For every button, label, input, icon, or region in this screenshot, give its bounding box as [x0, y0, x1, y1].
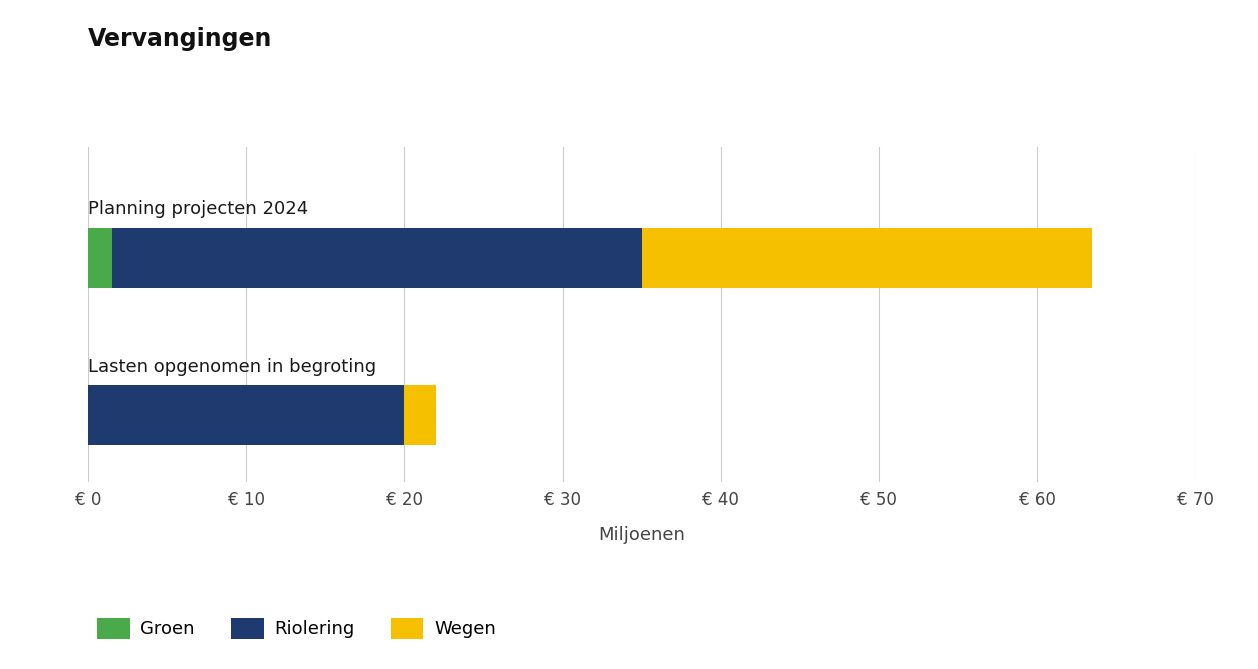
- Bar: [88, 227, 112, 288]
- Bar: [404, 385, 437, 446]
- Bar: [88, 385, 404, 446]
- Text: Lasten opgenomen in begroting: Lasten opgenomen in begroting: [88, 358, 376, 376]
- Legend: Groen, Riolering, Wegen: Groen, Riolering, Wegen: [97, 617, 496, 639]
- Text: Planning projecten 2024: Planning projecten 2024: [88, 200, 308, 218]
- Bar: [642, 227, 1092, 288]
- Text: Vervangingen: Vervangingen: [88, 27, 273, 51]
- X-axis label: Miljoenen: Miljoenen: [598, 526, 686, 544]
- Bar: [112, 227, 642, 288]
